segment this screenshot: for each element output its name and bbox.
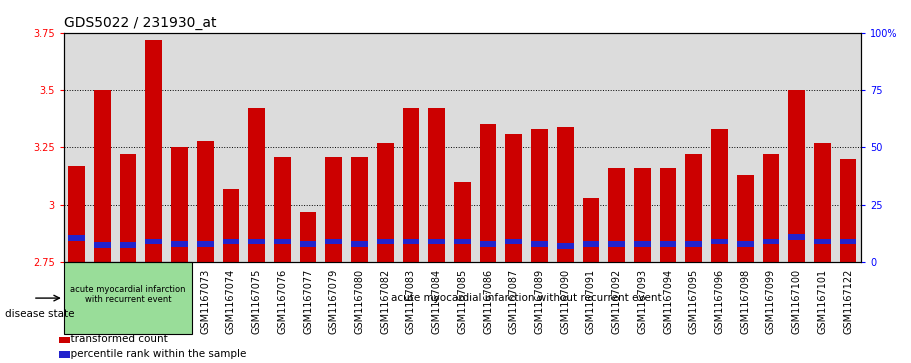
Bar	[685, 154, 702, 262]
Bar	[814, 143, 831, 262]
Bar	[814, 239, 831, 244]
Bar	[454, 182, 471, 262]
Bar	[64, 262, 192, 334]
Bar	[788, 90, 805, 262]
Bar	[840, 159, 856, 262]
Bar	[480, 241, 496, 247]
Text: acute myocardial infarction
with recurrent event: acute myocardial infarction with recurre…	[70, 285, 186, 304]
Bar	[506, 239, 522, 244]
Bar	[737, 175, 753, 262]
Bar	[763, 154, 779, 262]
Bar	[146, 40, 162, 262]
Bar	[454, 239, 471, 244]
Bar	[274, 156, 291, 262]
Bar	[222, 239, 240, 244]
Text: percentile rank within the sample: percentile rank within the sample	[64, 349, 246, 359]
Bar	[300, 212, 316, 262]
Bar	[582, 241, 599, 247]
Bar	[249, 109, 265, 262]
Bar	[737, 241, 753, 247]
Bar	[94, 90, 111, 262]
Bar	[609, 241, 625, 247]
Bar	[171, 241, 188, 247]
Bar	[840, 239, 856, 244]
Bar	[68, 235, 85, 241]
Bar	[94, 242, 111, 248]
Bar	[480, 125, 496, 262]
Bar	[351, 156, 368, 262]
Bar	[582, 198, 599, 262]
Bar	[197, 241, 213, 247]
Bar	[428, 109, 445, 262]
Bar	[274, 239, 291, 244]
Bar	[660, 241, 676, 247]
Bar	[685, 241, 702, 247]
Bar	[300, 241, 316, 247]
Bar	[68, 166, 85, 262]
Bar	[403, 109, 419, 262]
Bar	[171, 147, 188, 262]
Bar	[146, 239, 162, 244]
Bar	[763, 239, 779, 244]
Bar	[119, 242, 137, 248]
Bar	[325, 239, 343, 244]
Bar	[325, 156, 343, 262]
Bar	[609, 168, 625, 262]
Bar	[634, 241, 650, 247]
Bar	[222, 189, 240, 262]
Bar	[711, 239, 728, 244]
Bar	[660, 168, 676, 262]
Bar	[197, 140, 213, 262]
Bar	[711, 129, 728, 262]
Bar	[377, 239, 394, 244]
Bar	[119, 154, 137, 262]
Bar	[351, 241, 368, 247]
Bar	[249, 239, 265, 244]
Text: disease state: disease state	[5, 309, 74, 319]
Bar	[557, 127, 574, 262]
Bar	[788, 234, 805, 240]
Bar	[428, 239, 445, 244]
Bar	[531, 129, 548, 262]
Bar	[377, 143, 394, 262]
Bar	[557, 243, 574, 249]
Text: transformed count: transformed count	[64, 334, 168, 344]
Text: acute myocardial infarction without recurrent event: acute myocardial infarction without recu…	[392, 293, 662, 303]
Bar	[531, 241, 548, 247]
Bar	[403, 239, 419, 244]
Bar	[506, 134, 522, 262]
Bar	[634, 168, 650, 262]
Text: GDS5022 / 231930_at: GDS5022 / 231930_at	[64, 16, 216, 30]
